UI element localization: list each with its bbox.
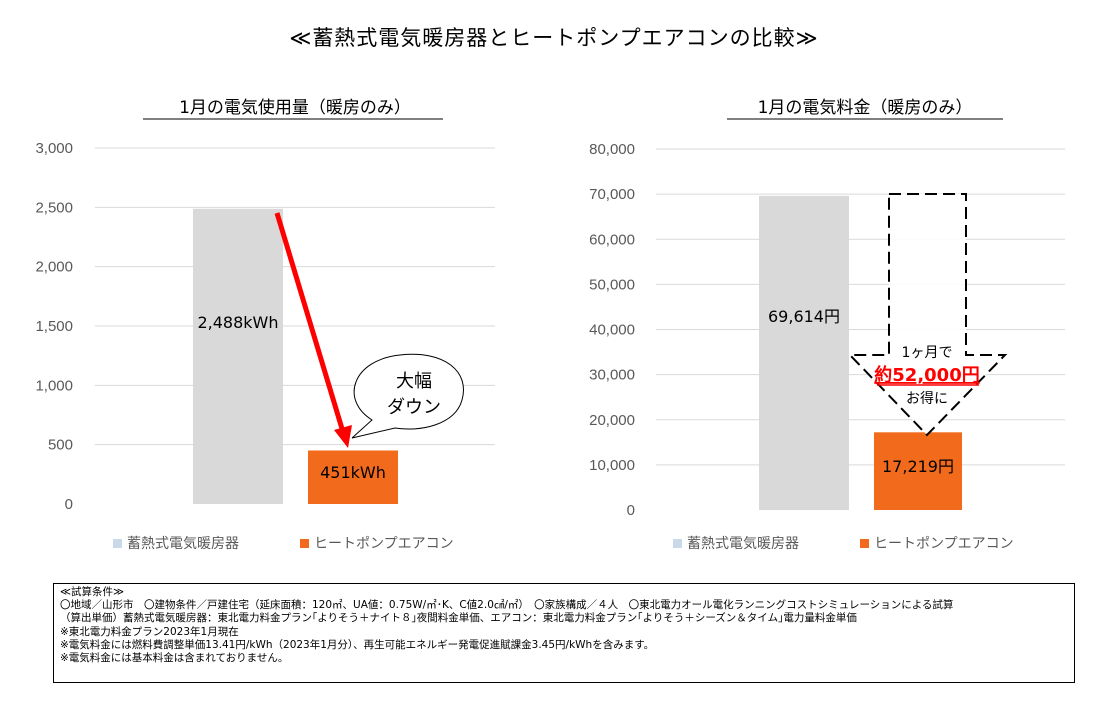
red-arrowhead bbox=[334, 425, 352, 448]
data-label: 2,488kWh bbox=[197, 313, 278, 332]
data-label: 17,219円 bbox=[882, 457, 954, 476]
callout-text: ダウン bbox=[387, 397, 441, 418]
legend-label: 蓄熱式電気暖房器 bbox=[127, 536, 239, 552]
bar-thermal-storage bbox=[759, 195, 849, 510]
y-tick-label: 20,000 bbox=[589, 412, 635, 429]
savings-text: 1ヶ月で bbox=[902, 345, 953, 361]
y-tick-label: 40,000 bbox=[589, 322, 635, 339]
legend-label: ヒートポンプエアコン bbox=[314, 536, 454, 552]
legend-swatch bbox=[673, 539, 682, 548]
y-tick-label: 60,000 bbox=[589, 231, 635, 248]
data-label: 451kWh bbox=[320, 463, 386, 482]
bar-heat-pump bbox=[308, 450, 398, 504]
callout-text: 大幅 bbox=[396, 371, 432, 392]
notes-line: （算出単価）蓄熱式電気暖房器：東北電力料金プラン｢よりそう＋ナイト８｣夜間料金単… bbox=[60, 612, 857, 625]
notes-line: ※電気料金には基本料金は含まれておりません。 bbox=[60, 652, 289, 665]
y-tick-label: 50,000 bbox=[589, 276, 635, 293]
legend-swatch bbox=[860, 539, 869, 548]
legend-swatch bbox=[113, 539, 122, 548]
red-arrow-shaft bbox=[274, 212, 346, 433]
comparison-charts: 1月の電気使用量（暖房のみ） 0 500 1,000 1,500 2,000 2,500 3,… bbox=[35, 97, 1065, 552]
notes-line: ※東北電力料金プラン2023年1月現在 bbox=[60, 625, 239, 638]
y-tick-label: 80,000 bbox=[589, 141, 635, 158]
legend-swatch bbox=[300, 539, 309, 548]
y-tick-label: 0 bbox=[65, 496, 73, 513]
speech-bubble bbox=[351, 353, 464, 439]
y-tick-label: 2,500 bbox=[35, 199, 73, 216]
notes-header: ≪試算条件≫ bbox=[60, 586, 124, 598]
legend-label: ヒートポンプエアコン bbox=[874, 536, 1014, 552]
cost-chart: 1月の電気料金（暖房のみ） 0 10,000 20,000 30,000 40,000 50… bbox=[589, 98, 1065, 552]
calculation-conditions-box: ≪試算条件≫ 〇地域／山形市 〇建物条件／戸建住宅（延床面積：120㎡、UA値：… bbox=[53, 583, 1075, 683]
savings-amount: 約52,000円 bbox=[874, 364, 979, 386]
y-tick-label: 30,000 bbox=[589, 367, 635, 384]
data-label: 69,614円 bbox=[768, 307, 840, 326]
notes-line: ※電気料金には燃料費調整単価13.41円/kWh（2023年1月分）、再生可能エ… bbox=[60, 638, 655, 651]
y-tick-label: 1,000 bbox=[35, 377, 73, 394]
savings-arrow bbox=[847, 193, 1008, 437]
y-tick-label: 0 bbox=[627, 502, 635, 519]
y-tick-label: 500 bbox=[48, 437, 73, 454]
bar-heat-pump bbox=[874, 432, 962, 510]
bar-thermal-storage bbox=[193, 208, 283, 505]
chart-title: 1月の電気料金（暖房のみ） bbox=[758, 98, 973, 118]
y-tick-label: 10,000 bbox=[589, 457, 635, 474]
notes-line: 〇地域／山形市 〇建物条件／戸建住宅（延床面積：120㎡、UA値：0.75W/㎡… bbox=[60, 599, 954, 612]
chart-title: 1月の電気使用量（暖房のみ） bbox=[179, 97, 411, 118]
legend-label: 蓄熱式電気暖房器 bbox=[687, 536, 799, 552]
usage-chart: 1月の電気使用量（暖房のみ） 0 500 1,000 1,500 2,000 2,500 3,… bbox=[35, 97, 495, 552]
y-tick-label: 1,500 bbox=[35, 318, 73, 335]
savings-text: お得に bbox=[906, 390, 948, 407]
y-tick-label: 3,000 bbox=[35, 140, 73, 157]
y-tick-label: 2,000 bbox=[35, 259, 73, 276]
y-tick-label: 70,000 bbox=[589, 186, 635, 203]
main-title: ≪蓄熱式電気暖房器とヒートポンプエアコンの比較≫ bbox=[289, 26, 819, 50]
